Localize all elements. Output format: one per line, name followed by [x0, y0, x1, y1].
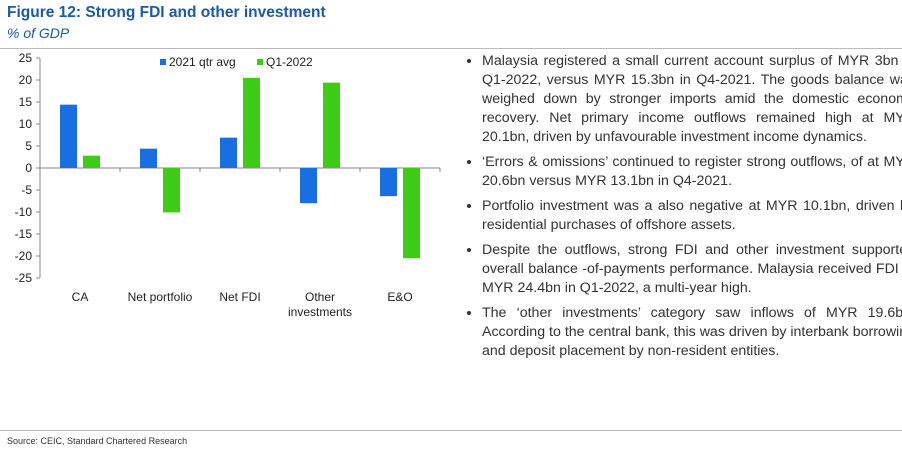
- legend-label: 2021 qtr avg: [169, 55, 236, 69]
- bottom-divider: [0, 430, 902, 431]
- bar-2021-qtr-avg: [300, 168, 317, 204]
- legend-swatch: [257, 59, 263, 65]
- bar-2021-qtr-avg: [380, 168, 397, 197]
- x-tick-label: Other: [305, 290, 335, 304]
- y-tick-label: 15: [19, 95, 33, 109]
- bar-q1-2022: [163, 168, 180, 213]
- bullet-item: ‘Errors & omissions’ continued to regist…: [482, 153, 902, 191]
- bullet-item: Malaysia registered a small current acco…: [482, 52, 902, 147]
- y-tick-label: -10: [15, 205, 33, 219]
- x-tick-label: investments: [288, 305, 352, 319]
- bar-q1-2022: [323, 82, 340, 168]
- y-tick-label: 20: [19, 73, 33, 87]
- figure-subtitle: % of GDP: [7, 25, 70, 41]
- figure-title: Figure 12: Strong FDI and other investme…: [7, 4, 326, 21]
- y-tick-label: 0: [25, 161, 32, 175]
- bar-2021-qtr-avg: [220, 137, 237, 168]
- x-tick-label: Net portfolio: [128, 290, 193, 304]
- x-tick-label: CA: [72, 290, 89, 304]
- bullet-item: Despite the outflows, strong FDI and oth…: [482, 241, 902, 298]
- y-tick-label: -5: [21, 183, 32, 197]
- y-tick-label: -15: [15, 227, 33, 241]
- commentary-list: Malaysia registered a small current acco…: [462, 52, 902, 367]
- bullet-item: The ‘other investments’ category saw inf…: [482, 304, 902, 361]
- bar-2021-qtr-avg: [60, 104, 77, 168]
- bar-q1-2022: [243, 77, 260, 168]
- legend-swatch: [160, 59, 166, 65]
- bar-2021-qtr-avg: [140, 148, 157, 168]
- source-note: Source: CEIC, Standard Chartered Researc…: [7, 436, 188, 446]
- top-divider: [0, 48, 902, 49]
- y-tick-label: 10: [19, 117, 33, 131]
- y-tick-label: -20: [15, 249, 33, 263]
- y-tick-label: -25: [15, 271, 33, 285]
- bar-chart: 25 20 15 10 5 0 -5 -10 -15 -20 -25 CA Net portfolio N…: [15, 51, 441, 319]
- y-tick-label: 25: [19, 51, 33, 65]
- y-tick-label: 5: [25, 139, 32, 153]
- x-tick-label: Net FDI: [219, 290, 260, 304]
- bar-q1-2022: [83, 155, 100, 168]
- bullet-item: Portfolio investment was a also negative…: [482, 197, 902, 235]
- bar-q1-2022: [403, 168, 420, 259]
- x-tick-label: E&O: [387, 290, 412, 304]
- legend-label: Q1-2022: [266, 55, 313, 69]
